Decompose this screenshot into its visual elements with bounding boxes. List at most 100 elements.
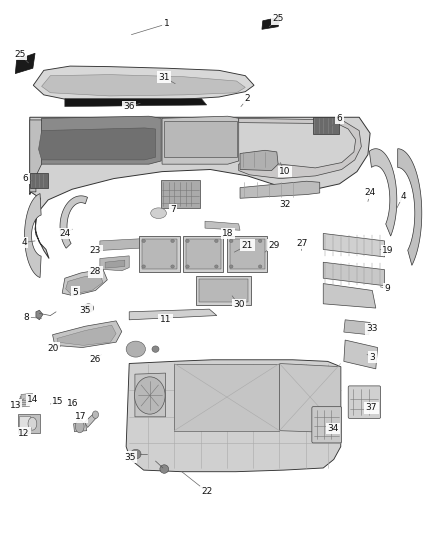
Text: 25: 25 — [14, 50, 25, 59]
Text: 36: 36 — [124, 102, 135, 111]
FancyBboxPatch shape — [19, 416, 30, 431]
Ellipse shape — [152, 346, 159, 352]
Circle shape — [134, 377, 165, 414]
FancyBboxPatch shape — [142, 239, 177, 269]
Text: 9: 9 — [385, 285, 391, 293]
Polygon shape — [323, 284, 376, 308]
Ellipse shape — [215, 265, 218, 268]
Ellipse shape — [258, 265, 262, 268]
Polygon shape — [369, 149, 397, 236]
FancyBboxPatch shape — [139, 236, 180, 272]
Text: 7: 7 — [170, 205, 176, 214]
Polygon shape — [344, 320, 370, 335]
Polygon shape — [53, 321, 122, 348]
Text: 8: 8 — [23, 313, 29, 321]
Polygon shape — [174, 364, 279, 431]
Polygon shape — [66, 274, 103, 294]
Text: 2: 2 — [245, 94, 250, 103]
Polygon shape — [42, 75, 245, 96]
FancyBboxPatch shape — [348, 386, 381, 418]
Polygon shape — [240, 150, 278, 171]
Polygon shape — [30, 120, 42, 192]
Polygon shape — [25, 193, 41, 278]
Text: 28: 28 — [90, 268, 101, 276]
Text: 27: 27 — [297, 239, 308, 248]
Polygon shape — [57, 325, 116, 345]
Ellipse shape — [92, 411, 99, 418]
FancyBboxPatch shape — [199, 279, 248, 302]
FancyBboxPatch shape — [227, 236, 267, 272]
FancyBboxPatch shape — [196, 276, 251, 305]
Ellipse shape — [160, 465, 169, 473]
FancyBboxPatch shape — [161, 180, 200, 208]
Ellipse shape — [126, 341, 145, 357]
Ellipse shape — [186, 265, 189, 268]
Text: 16: 16 — [67, 399, 78, 408]
FancyBboxPatch shape — [164, 121, 237, 157]
Text: 1: 1 — [163, 20, 170, 28]
Text: 21: 21 — [242, 241, 253, 249]
Polygon shape — [105, 260, 125, 268]
Text: 10: 10 — [279, 167, 290, 176]
Polygon shape — [262, 17, 280, 29]
Polygon shape — [36, 116, 161, 164]
Ellipse shape — [151, 208, 166, 219]
Text: 37: 37 — [366, 403, 377, 412]
Ellipse shape — [230, 239, 233, 243]
Text: 5: 5 — [72, 288, 78, 296]
Text: 30: 30 — [233, 301, 244, 309]
Text: 12: 12 — [18, 429, 30, 438]
Text: 6: 6 — [336, 114, 343, 123]
FancyBboxPatch shape — [230, 239, 265, 269]
Polygon shape — [100, 256, 129, 271]
FancyBboxPatch shape — [313, 117, 339, 134]
FancyBboxPatch shape — [18, 414, 40, 433]
Ellipse shape — [142, 239, 145, 243]
Text: 13: 13 — [10, 401, 21, 409]
Ellipse shape — [75, 420, 84, 433]
Polygon shape — [15, 53, 35, 74]
FancyBboxPatch shape — [312, 407, 342, 443]
Polygon shape — [20, 395, 32, 403]
Text: 25: 25 — [272, 14, 284, 23]
Polygon shape — [36, 310, 43, 320]
Polygon shape — [323, 262, 385, 286]
Ellipse shape — [28, 417, 37, 430]
Text: 18: 18 — [222, 229, 233, 238]
Text: 24: 24 — [59, 229, 71, 238]
FancyBboxPatch shape — [186, 239, 221, 269]
Ellipse shape — [83, 304, 94, 312]
Text: 34: 34 — [327, 424, 339, 433]
Text: 33: 33 — [367, 325, 378, 333]
Polygon shape — [239, 118, 361, 179]
Text: 11: 11 — [160, 316, 171, 324]
FancyBboxPatch shape — [30, 173, 48, 188]
Ellipse shape — [131, 449, 141, 459]
Text: 29: 29 — [268, 241, 279, 249]
Polygon shape — [135, 373, 166, 417]
Text: 15: 15 — [52, 397, 64, 406]
Polygon shape — [240, 181, 320, 198]
Ellipse shape — [171, 239, 174, 243]
Text: 23: 23 — [90, 246, 101, 255]
Text: 20: 20 — [48, 344, 59, 352]
Text: 24: 24 — [364, 189, 376, 197]
Text: 4: 4 — [400, 192, 406, 200]
Polygon shape — [129, 309, 217, 320]
Text: 19: 19 — [382, 246, 393, 255]
Text: 35: 35 — [124, 453, 135, 462]
Text: 32: 32 — [279, 200, 290, 208]
Polygon shape — [65, 99, 207, 107]
Polygon shape — [19, 398, 31, 405]
Polygon shape — [279, 364, 341, 433]
Text: 4: 4 — [21, 238, 27, 247]
Text: 22: 22 — [201, 487, 212, 496]
Polygon shape — [162, 116, 239, 164]
FancyBboxPatch shape — [183, 236, 223, 272]
Text: 26: 26 — [90, 356, 101, 364]
Polygon shape — [100, 239, 145, 251]
Polygon shape — [398, 149, 422, 265]
Text: 14: 14 — [27, 395, 39, 404]
Polygon shape — [60, 196, 88, 248]
Polygon shape — [323, 233, 385, 257]
